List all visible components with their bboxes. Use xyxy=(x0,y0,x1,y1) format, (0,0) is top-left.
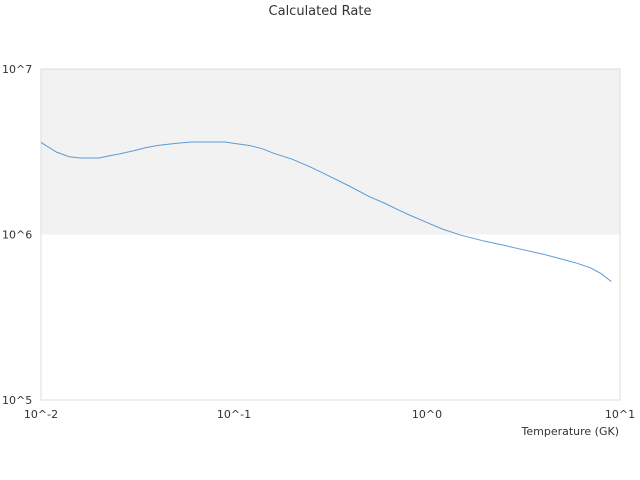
x-tick-label: 10^1 xyxy=(605,408,635,421)
y-tick-label: 10^5 xyxy=(2,394,32,407)
shaded-band xyxy=(41,69,620,235)
series-line-0 xyxy=(40,141,612,282)
x-axis-label: Temperature (GK) xyxy=(521,425,620,438)
chart-title: Calculated Rate xyxy=(268,4,372,19)
x-tick-label: 10^-1 xyxy=(217,408,251,421)
x-tick-label: 10^0 xyxy=(412,408,442,421)
y-tick-label: 10^7 xyxy=(2,63,32,76)
x-tick-label: 10^-2 xyxy=(24,408,58,421)
y-tick-label: 10^6 xyxy=(2,229,32,242)
